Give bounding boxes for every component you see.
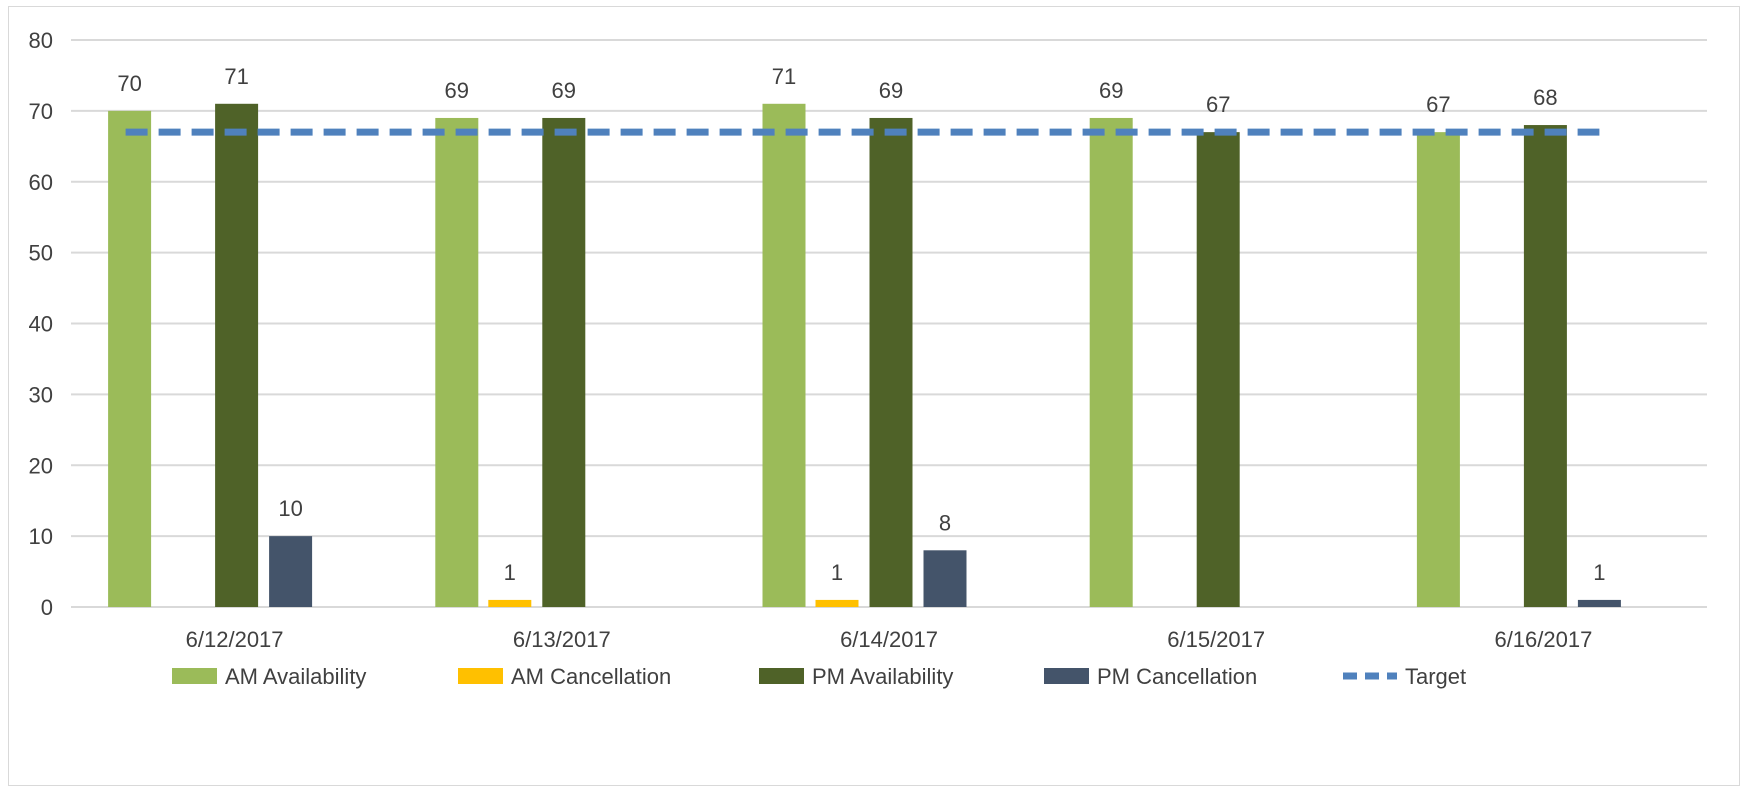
y-tick-label-80: 80 (29, 28, 53, 53)
legend-label: AM Availability (225, 664, 366, 689)
bar-pm-cancellation-2 (923, 550, 967, 607)
bar-am-availability-1 (435, 117, 479, 608)
x-tick-label: 6/12/2017 (186, 627, 284, 652)
chart-frame: 0 10 20 30 40 50 60 70 80 70 71 10 69 1 69 71 1 69 8 69 67 6… (8, 6, 1740, 786)
x-tick-label: 6/13/2017 (513, 627, 611, 652)
legend-label: PM Cancellation (1097, 664, 1257, 689)
legend-label: Target (1405, 664, 1466, 689)
y-tick-label-30: 30 (29, 382, 53, 407)
bar-pm-availability-3 (1196, 132, 1240, 607)
data-label: 67 (1426, 92, 1450, 117)
data-label: 71 (224, 64, 248, 89)
y-tick-label-50: 50 (29, 241, 53, 266)
legend-swatch-am-cancellation (458, 668, 503, 684)
data-labels: 70 71 10 69 1 69 71 1 69 8 69 67 67 68 1 (117, 64, 1605, 585)
legend: AM Availability AM Cancellation PM Availab… (172, 664, 1466, 689)
data-label: 71 (772, 64, 796, 89)
x-tick-label: 6/14/2017 (840, 627, 938, 652)
bars (108, 103, 1621, 608)
data-label: 68 (1533, 85, 1557, 110)
y-axis-tick-labels: 0 10 20 30 40 50 60 70 80 (29, 28, 53, 620)
bar-pm-availability-1 (542, 117, 586, 608)
bar-pm-cancellation-4 (1577, 599, 1621, 607)
data-label: 1 (504, 560, 516, 585)
y-tick-label-10: 10 (29, 524, 53, 549)
data-label: 1 (1593, 560, 1605, 585)
bar-am-availability-2 (762, 103, 806, 607)
data-label: 10 (278, 496, 302, 521)
legend-swatch-am-availability (172, 668, 217, 684)
bar-pm-availability-0 (215, 103, 259, 607)
legend-label: PM Availability (812, 664, 953, 689)
data-label: 69 (552, 78, 576, 103)
y-tick-label-0: 0 (41, 595, 53, 620)
legend-label: AM Cancellation (511, 664, 671, 689)
data-label: 69 (879, 78, 903, 103)
bar-am-availability-0 (108, 110, 152, 607)
y-tick-label-70: 70 (29, 99, 53, 124)
data-label: 70 (117, 71, 141, 96)
bar-am-cancellation-2 (815, 599, 859, 607)
bar-pm-availability-4 (1523, 125, 1567, 608)
bar-am-cancellation-1 (488, 599, 532, 607)
y-tick-label-20: 20 (29, 453, 53, 478)
bar-pm-availability-2 (869, 117, 913, 608)
data-label: 1 (831, 560, 843, 585)
data-label: 69 (1099, 78, 1123, 103)
x-tick-label: 6/15/2017 (1167, 627, 1265, 652)
bar-pm-cancellation-0 (269, 536, 313, 607)
legend-swatch-pm-cancellation (1044, 668, 1089, 684)
data-label: 67 (1206, 92, 1230, 117)
chart-area: 0 10 20 30 40 50 60 70 80 70 71 10 69 1 69 71 1 69 8 69 67 6… (29, 28, 1707, 689)
bar-am-availability-3 (1089, 117, 1133, 608)
x-tick-label: 6/16/2017 (1494, 627, 1592, 652)
data-label: 69 (445, 78, 469, 103)
y-tick-label-40: 40 (29, 312, 53, 337)
legend-swatch-pm-availability (759, 668, 804, 684)
x-axis-category-labels: 6/12/2017 6/13/2017 6/14/2017 6/15/2017 6/16… (186, 627, 1593, 652)
y-tick-label-60: 60 (29, 170, 53, 195)
data-label: 8 (939, 510, 951, 535)
bar-am-availability-4 (1416, 132, 1460, 607)
